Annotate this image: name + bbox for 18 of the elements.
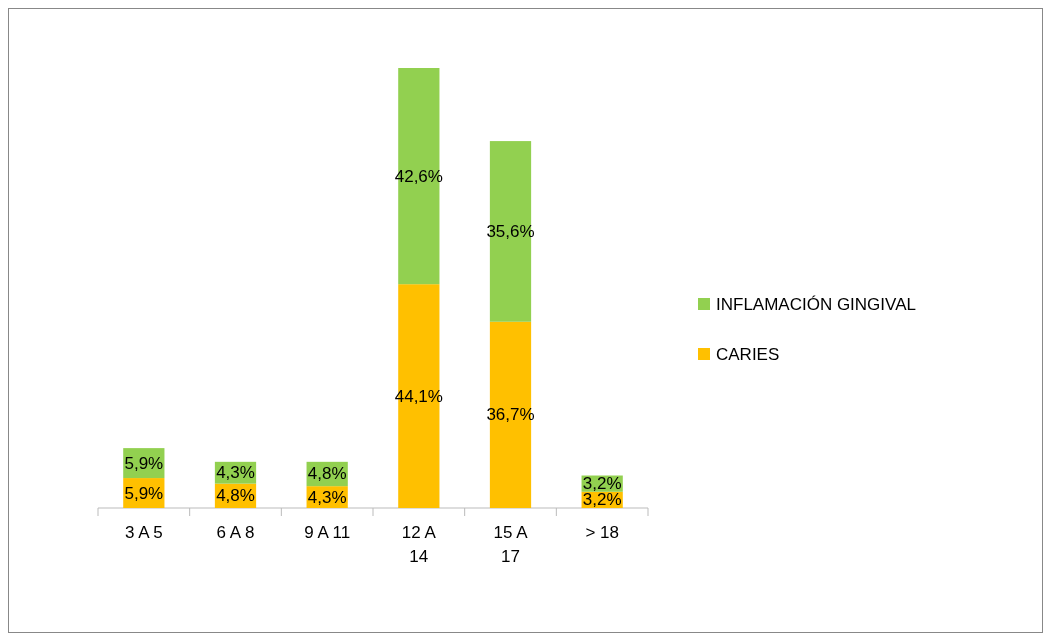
x-tick-label: 12 A 14 <box>401 523 437 566</box>
data-label: 3,2% <box>582 474 622 494</box>
data-label: 4,8% <box>216 486 255 506</box>
x-tick-label: 3 A 5 <box>124 523 163 542</box>
data-label: 5,9% <box>124 483 164 503</box>
x-tick-label: 9 A 11 <box>304 523 351 542</box>
bar <box>489 141 532 322</box>
data-label: 3,2% <box>582 490 622 510</box>
data-label: 4,8% <box>307 464 347 484</box>
x-tick-label: 15 A 17 <box>493 523 529 566</box>
legend-label: INFLAMACIÓN GINGIVAL <box>716 294 916 314</box>
x-tick-label: > 18 <box>585 523 619 542</box>
data-label: 5,9% <box>124 453 164 473</box>
bar <box>489 321 532 508</box>
data-label: 4,3% <box>307 487 347 507</box>
legend-label: CARIES <box>716 344 780 364</box>
x-tick-label: 6 A 8 <box>216 523 255 542</box>
data-label: 4,3% <box>216 463 255 483</box>
